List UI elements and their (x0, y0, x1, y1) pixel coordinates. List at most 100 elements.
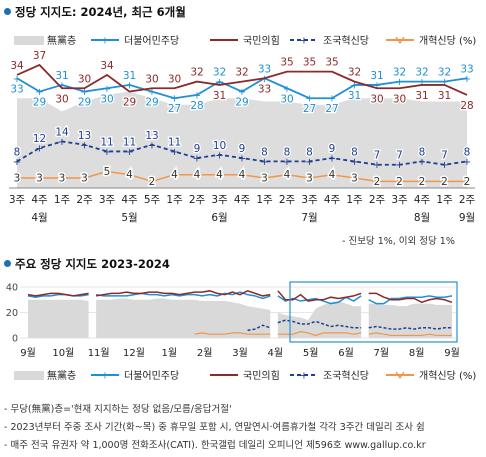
point-reform (328, 171, 336, 179)
point-rebuild: + (103, 147, 111, 158)
tick-week: 2주 (189, 194, 206, 206)
area-none-chart2 (96, 298, 271, 338)
line-reform-chart2 (368, 332, 452, 337)
footnote-1: - 무당(無黨)층='현재 지지하는 정당 없음/모름/응답거절' (4, 404, 232, 415)
point-dp: + (193, 90, 201, 101)
chart1-title: 정당 지지도: 2024년, 최근 6개월 (4, 4, 186, 20)
label-rebuild: 8 (284, 146, 291, 158)
label-rebuild: 12 (33, 133, 46, 145)
label-dp: 31 (370, 70, 383, 82)
line-dp-chart2 (96, 291, 271, 300)
point-rebuild: + (58, 137, 66, 148)
tick-week: 1주 (166, 194, 183, 206)
legend-label-rebuild: 조국혁신당 (323, 370, 369, 382)
point-reform (58, 175, 66, 182)
label-reform: 3 (36, 173, 43, 185)
legend-swatch-none (14, 36, 44, 45)
tick-month-chart2: 4월 (268, 347, 284, 359)
tick-week: 3주 (99, 194, 116, 206)
line-dp-chart1 (16, 77, 468, 100)
point-reform (238, 171, 246, 179)
tick-week: 4주 (31, 194, 48, 206)
line-rebuild-chart2 (368, 325, 452, 330)
legend-marker-dp: + (101, 371, 109, 382)
label-rebuild: 10 (213, 140, 226, 152)
point-rebuild: + (13, 157, 21, 168)
point-dp: + (418, 77, 426, 88)
label-rebuild: 8 (306, 146, 313, 158)
ytick-chart2: 40 (6, 283, 18, 294)
tick-week: 4주 (121, 194, 138, 206)
point-rebuild: + (35, 144, 43, 155)
tick-week: 1주 (54, 194, 71, 206)
label-dp: 31 (123, 70, 136, 82)
point-reform (283, 171, 291, 179)
tick-month: 4월 (31, 212, 47, 224)
label-rebuild: 11 (123, 136, 136, 148)
point-rebuild: + (148, 140, 156, 151)
label-ppp: 34 (100, 60, 114, 72)
tick-week: 2주 (279, 194, 296, 206)
line-ppp-chart2 (277, 290, 362, 302)
label-reform: 2 (441, 176, 448, 188)
other-parties-note: - 진보당 1%, 이외 정당 1% (342, 236, 455, 247)
label-rebuild: 8 (464, 146, 471, 158)
line-ppp-chart2 (27, 292, 89, 297)
label-reform: 3 (14, 173, 21, 185)
point-rebuild: + (283, 157, 291, 168)
tick-month: 5월 (121, 212, 137, 224)
label-reform: 3 (81, 173, 88, 185)
label-ppp: 33 (258, 83, 271, 95)
legend-label-reform: 개혁신당 (%) (419, 35, 476, 47)
point-dp: + (58, 80, 66, 91)
area-none-chart2 (277, 301, 362, 338)
tick-month: 9월 (459, 212, 475, 224)
label-reform: 4 (194, 169, 201, 181)
line-ppp-chart2 (96, 290, 271, 297)
point-rebuild: + (238, 154, 246, 165)
label-reform: 4 (284, 169, 291, 181)
label-rebuild: 7 (374, 150, 381, 162)
label-dp: 31 (55, 70, 68, 82)
label-dp: 29 (33, 97, 46, 109)
line-ppp-chart2 (368, 292, 453, 304)
tick-week: 2주 (76, 194, 93, 206)
point-dp: + (35, 87, 43, 98)
label-rebuild: 8 (261, 146, 268, 158)
point-dp: + (373, 80, 381, 91)
point-rebuild: + (463, 157, 471, 168)
label-rebuild: 14 (55, 126, 69, 138)
label-dp: 32 (393, 67, 406, 79)
label-reform: 2 (374, 176, 381, 188)
label-ppp: 30 (55, 93, 68, 105)
point-dp: + (395, 77, 403, 88)
label-reform: 3 (261, 173, 268, 185)
point-reform (395, 178, 404, 186)
point-dp: + (328, 94, 336, 105)
label-rebuild: 13 (78, 130, 91, 142)
tick-month-chart2: 3월 (232, 347, 248, 359)
point-reform (305, 175, 314, 182)
point-dp: + (463, 74, 471, 85)
label-rebuild: 11 (168, 136, 181, 148)
point-reform (260, 175, 269, 182)
tick-week: 1주 (346, 194, 363, 206)
label-ppp: 35 (280, 57, 293, 69)
label-dp: 33 (258, 63, 271, 75)
label-ppp: 30 (78, 73, 91, 85)
label-rebuild: 8 (419, 146, 426, 158)
point-dp: + (440, 77, 448, 88)
tick-week: 3주 (391, 194, 408, 206)
label-reform: 2 (149, 176, 156, 188)
point-dp: + (215, 77, 223, 88)
label-reform: 4 (171, 169, 178, 181)
title-bullet-icon (4, 8, 11, 15)
label-reform: 4 (239, 169, 246, 181)
legend-label-rebuild: 조국혁신당 (323, 35, 369, 47)
point-reform (463, 178, 471, 186)
point-reform (418, 178, 426, 186)
point-reform (80, 175, 89, 182)
label-reform: 2 (419, 176, 426, 188)
tick-week: 1주 (256, 194, 273, 206)
point-rebuild: + (373, 160, 381, 171)
